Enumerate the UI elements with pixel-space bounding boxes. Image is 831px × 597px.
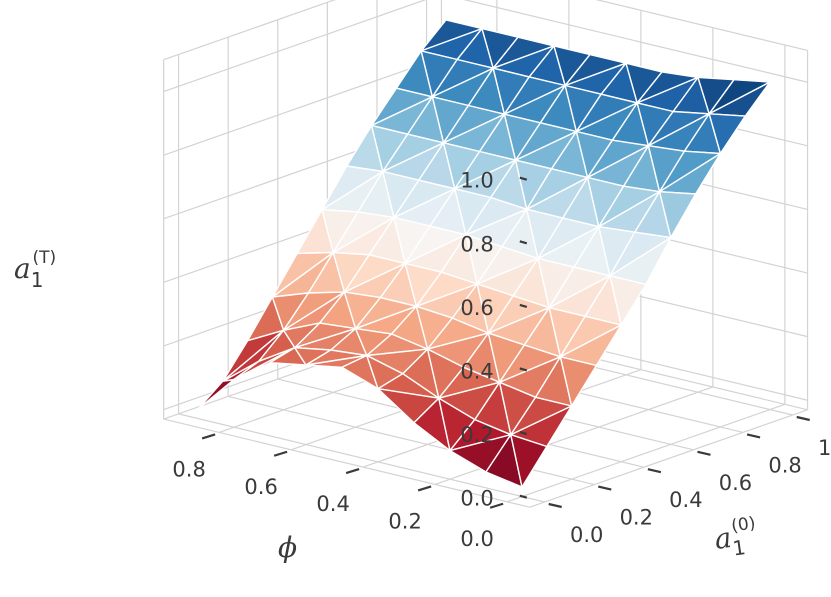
a0-tick-label: 0.0 bbox=[570, 523, 603, 547]
z-tick bbox=[519, 431, 528, 436]
surface-facet bbox=[510, 434, 548, 488]
surface-facet bbox=[658, 190, 697, 239]
tick-labels: 0.0 0.2 0.4 0.6 0.8 1.0 0.0 0.2 0.4 0.6 0.8 0.0 0.2 0… bbox=[172, 169, 831, 551]
phi-tick-label: 0.4 bbox=[316, 492, 349, 516]
z-tick-label: 0.2 bbox=[460, 423, 493, 447]
z-tick-label: 0.8 bbox=[460, 232, 493, 256]
z-tick bbox=[519, 494, 528, 499]
phi-tick bbox=[417, 485, 432, 492]
phi-tick bbox=[273, 450, 288, 457]
tick-marks bbox=[201, 176, 810, 509]
pane-edge bbox=[595, 0, 808, 52]
phi-tick-label: 0.8 bbox=[172, 457, 205, 481]
phi-tick bbox=[345, 468, 360, 475]
a0-axis-label: a1(0) bbox=[712, 513, 760, 562]
surface-mesh bbox=[197, 19, 771, 488]
grid-line-a0 bbox=[178, 413, 545, 503]
grid-line-z bbox=[163, 57, 442, 156]
surface-facet bbox=[559, 356, 598, 407]
a0-tick-label: 0.6 bbox=[719, 471, 752, 495]
phi-tick bbox=[201, 433, 216, 440]
a0-tick-label: 0.4 bbox=[669, 488, 702, 512]
surface-facet bbox=[708, 113, 746, 155]
a0-tick bbox=[796, 415, 810, 422]
z-tick-label: 0.4 bbox=[460, 359, 493, 383]
z-axis-label: a1(T) bbox=[14, 248, 56, 292]
phi-axis-label: ϕ bbox=[278, 531, 297, 564]
a0-tick bbox=[697, 450, 711, 456]
z-tick-label: 1.0 bbox=[460, 169, 493, 193]
phi-tick-label: 0.6 bbox=[244, 475, 277, 499]
z-tick bbox=[519, 303, 528, 308]
z-tick-label: 0.6 bbox=[460, 296, 493, 320]
phi-tick-label: 0.2 bbox=[388, 509, 421, 533]
pane-edge bbox=[163, 0, 336, 61]
pane-edge bbox=[529, 409, 808, 508]
phi-tick-label: 0.0 bbox=[460, 527, 493, 551]
phi-tick bbox=[489, 502, 504, 509]
a0-tick bbox=[647, 468, 662, 474]
grid-line-z bbox=[163, 0, 427, 93]
a0-tick-label: 1.0 bbox=[818, 436, 831, 460]
pane-edge bbox=[163, 418, 530, 508]
z-tick bbox=[519, 240, 528, 245]
surface-facet bbox=[609, 275, 647, 326]
grid-line-phi bbox=[506, 403, 786, 503]
a0-tick-label: 0.2 bbox=[620, 506, 653, 530]
a0-tick-label: 0.8 bbox=[768, 453, 801, 477]
z-tick-label: 0.0 bbox=[460, 487, 493, 511]
a0-tick bbox=[548, 502, 562, 509]
z-tick bbox=[519, 176, 528, 181]
a0-tick bbox=[598, 485, 612, 491]
grid-line-z bbox=[463, 0, 808, 83]
z-tick bbox=[519, 367, 528, 372]
a0-tick bbox=[746, 433, 761, 439]
